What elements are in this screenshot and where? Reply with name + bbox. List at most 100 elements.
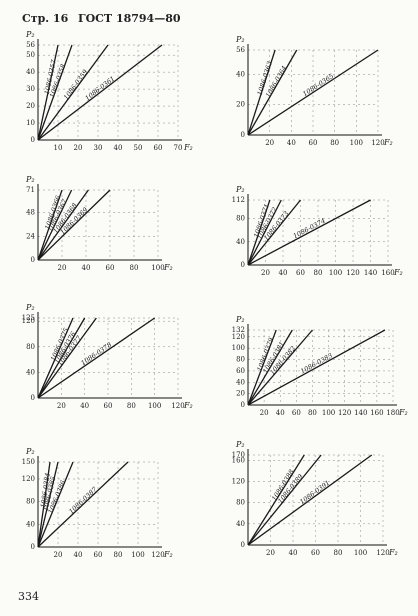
y-tick-label: 80: [236, 356, 245, 364]
series-line: [247, 329, 386, 406]
x-tick-label: 20: [265, 139, 274, 147]
x-tick-label: 180: [386, 409, 399, 417]
x-tick-label: 100: [329, 269, 342, 277]
x-tick-label: 100: [322, 409, 335, 417]
y-tick-label: 150: [22, 458, 35, 466]
series-line: [37, 189, 111, 261]
series-line: [37, 461, 129, 548]
x-tick-label: 50: [134, 144, 143, 152]
x-tick-label: 120: [338, 409, 351, 417]
y-tick-label: 20: [26, 102, 35, 110]
y-tick-label: 40: [236, 70, 245, 78]
y-tick-label: 125: [22, 314, 35, 322]
x-tick-label: 40: [289, 549, 298, 557]
series-line: [247, 329, 277, 406]
x-tick-label: 80: [308, 409, 317, 417]
y-axis-label: P₂: [235, 185, 245, 194]
x-tick-label: 40: [74, 551, 83, 559]
x-tick-label: 160: [370, 409, 383, 417]
x-tick-label: 60: [296, 269, 305, 277]
series-label: 1086-0374: [292, 217, 327, 241]
y-tick-label: 50: [26, 51, 35, 59]
x-tick-label: 120: [171, 402, 184, 410]
y-tick-label: 120: [232, 477, 245, 485]
series-label: 1086-0387: [67, 485, 99, 516]
y-tick-label: 80: [26, 498, 35, 506]
series-line: [247, 199, 282, 266]
x-tick-label: 100: [151, 264, 164, 272]
x-axis-label: F₂: [183, 401, 193, 410]
x-tick-label: 140: [364, 269, 377, 277]
x-tick-label: 30: [94, 144, 103, 152]
x-tick-label: 40: [82, 264, 91, 272]
x-axis-label: F₂: [388, 548, 398, 557]
page-label: Стр. 16: [22, 12, 69, 25]
y-tick-label: 30: [26, 85, 35, 93]
series-line: [37, 317, 86, 399]
y-tick-label: 40: [236, 238, 245, 246]
x-tick-label: 60: [292, 409, 301, 417]
x-tick-label: 20: [74, 144, 83, 152]
y-tick-label: 48: [26, 209, 35, 217]
series-line: [247, 199, 371, 266]
series-line: [247, 199, 271, 266]
x-tick-label: 40: [287, 139, 296, 147]
x-tick-label: 60: [106, 264, 115, 272]
y-tick-label: 0: [31, 543, 35, 551]
series-line: [37, 461, 51, 548]
page-number: 334: [18, 590, 39, 603]
y-tick-label: 112: [232, 196, 245, 204]
x-axis-label: F₂: [183, 143, 193, 152]
x-tick-label: 160: [381, 269, 394, 277]
x-tick-label: 100: [148, 402, 161, 410]
x-tick-label: 70: [174, 144, 183, 152]
series-line: [247, 454, 322, 546]
x-tick-label: 20: [57, 402, 66, 410]
series-line: [247, 329, 293, 406]
y-tick-label: 80: [26, 343, 35, 351]
x-tick-label: 120: [346, 269, 359, 277]
x-tick-label: 60: [104, 402, 113, 410]
x-tick-label: 20: [261, 269, 270, 277]
x-tick-label: 40: [114, 144, 123, 152]
x-tick-label: 20: [58, 264, 67, 272]
x-tick-label: 80: [334, 549, 343, 557]
x-tick-label: 80: [330, 139, 339, 147]
x-tick-label: 20: [266, 549, 275, 557]
y-tick-label: 40: [236, 520, 245, 528]
series-line: [37, 44, 163, 141]
y-tick-label: 0: [241, 131, 245, 139]
series-line: [37, 189, 73, 261]
y-tick-label: 20: [236, 101, 245, 109]
y-axis-label: P₂: [25, 30, 35, 39]
x-axis-label: F₂: [398, 408, 408, 417]
series-line: [247, 49, 298, 136]
series-line: [247, 329, 313, 406]
x-axis-label: F₂: [163, 263, 173, 272]
x-tick-label: 100: [354, 549, 367, 557]
y-tick-label: 0: [31, 256, 35, 264]
x-tick-label: 80: [314, 269, 323, 277]
x-tick-label: 40: [276, 409, 285, 417]
y-tick-label: 80: [236, 499, 245, 507]
y-tick-label: 60: [236, 367, 245, 375]
series-line: [247, 454, 373, 546]
x-tick-label: 20: [54, 551, 63, 559]
y-tick-label: 56: [26, 41, 35, 49]
series-line: [37, 461, 59, 548]
x-axis-label: F₂: [393, 268, 403, 277]
y-axis-label: P₂: [25, 447, 35, 456]
y-tick-label: 71: [26, 186, 35, 194]
y-tick-label: 10: [26, 119, 35, 127]
y-tick-label: 160: [232, 456, 245, 464]
y-tick-label: 80: [236, 215, 245, 223]
series-line: [247, 49, 276, 136]
y-axis-label: P₂: [235, 315, 245, 324]
series-line: [37, 44, 59, 141]
series-line: [247, 199, 302, 266]
series-line: [247, 454, 305, 546]
y-tick-label: 56: [236, 46, 245, 54]
y-tick-label: 0: [31, 136, 35, 144]
x-axis-label: F₂: [383, 138, 393, 147]
